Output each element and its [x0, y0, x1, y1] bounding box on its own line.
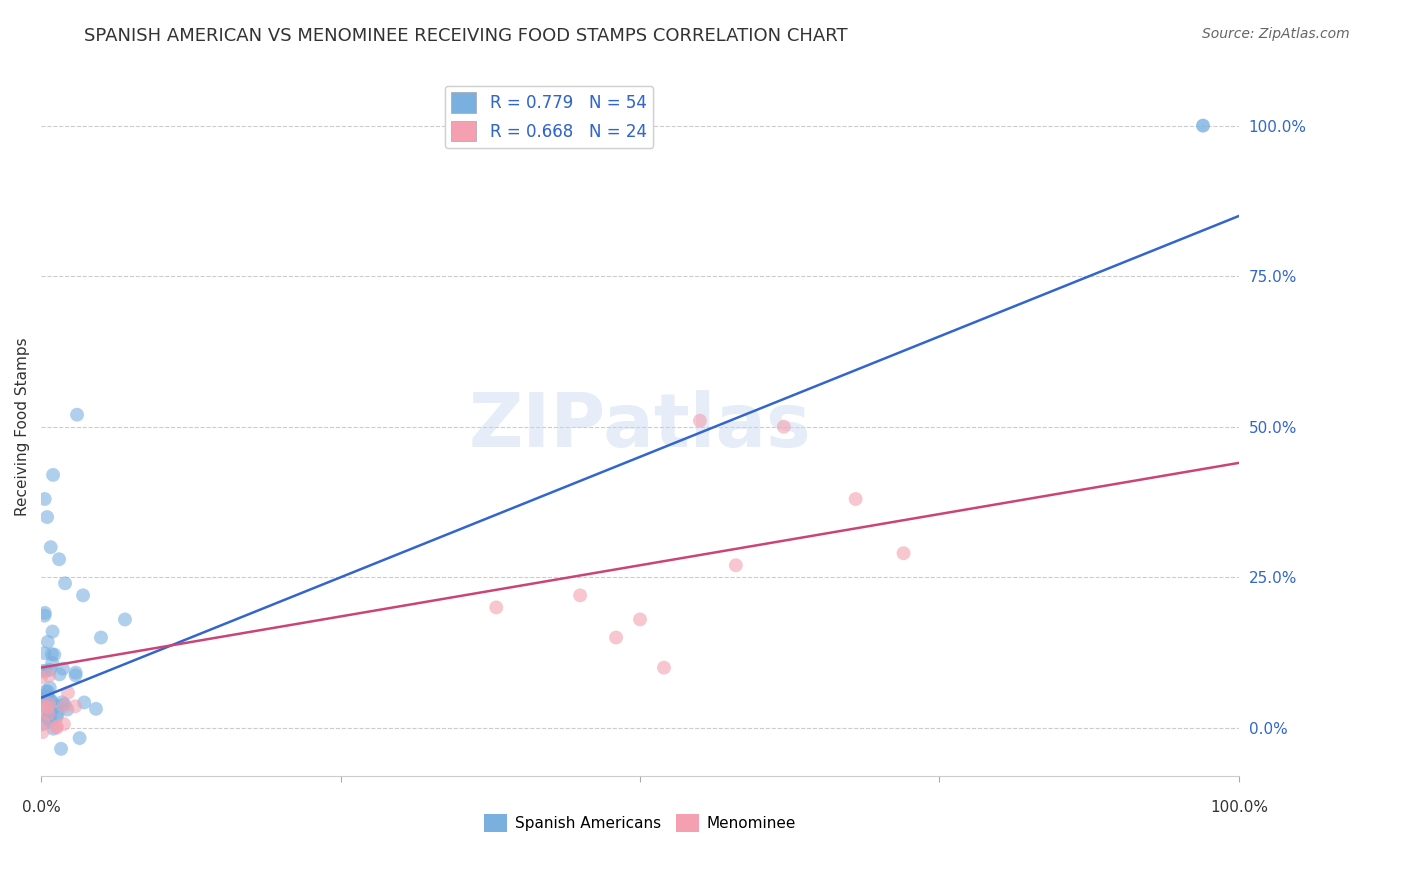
Point — [34, 688, 56, 702]
Point — [37, 702, 59, 716]
Point — [42, 722, 65, 736]
Point — [49, 742, 72, 756]
Point — [37, 700, 59, 714]
Point — [37, 712, 59, 726]
Point — [45, 719, 67, 733]
Point — [32, 715, 55, 730]
Point — [605, 631, 627, 645]
Point — [69, 731, 91, 745]
Point — [72, 588, 94, 602]
Point — [41, 656, 63, 670]
Point — [45, 710, 67, 724]
Point — [56, 686, 79, 700]
Point — [34, 491, 56, 506]
Point — [845, 491, 868, 506]
Point — [30, 698, 52, 713]
Y-axis label: Receiving Food Stamps: Receiving Food Stamps — [15, 337, 30, 516]
Point — [31, 725, 53, 739]
Point — [39, 693, 62, 707]
Point — [48, 667, 70, 681]
Point — [35, 691, 58, 706]
Point — [38, 697, 60, 711]
Point — [772, 419, 794, 434]
Point — [37, 684, 59, 698]
Point — [41, 624, 63, 639]
Point — [628, 612, 651, 626]
Point — [39, 540, 62, 554]
Point — [38, 706, 60, 721]
Point — [31, 692, 53, 706]
Point — [35, 510, 58, 524]
Point — [73, 696, 96, 710]
Point — [32, 691, 55, 706]
Point — [114, 612, 136, 626]
Point — [53, 699, 76, 714]
Point — [38, 668, 60, 682]
Point — [30, 670, 52, 684]
Point — [39, 708, 62, 723]
Point — [31, 717, 53, 731]
Point — [893, 546, 915, 560]
Point — [35, 684, 58, 698]
Point — [65, 668, 87, 682]
Point — [38, 705, 60, 719]
Point — [63, 699, 86, 714]
Text: 100.0%: 100.0% — [1211, 800, 1268, 815]
Point — [53, 576, 76, 591]
Point — [689, 414, 711, 428]
Point — [39, 694, 62, 708]
Point — [56, 702, 79, 716]
Text: Source: ZipAtlas.com: Source: ZipAtlas.com — [1202, 27, 1350, 41]
Point — [724, 558, 747, 573]
Point — [35, 664, 58, 678]
Point — [42, 467, 65, 482]
Point — [38, 681, 60, 695]
Point — [66, 408, 89, 422]
Point — [84, 702, 107, 716]
Point — [41, 647, 63, 661]
Point — [51, 695, 73, 709]
Point — [65, 665, 87, 680]
Point — [37, 690, 59, 704]
Point — [569, 588, 592, 602]
Point — [52, 717, 75, 731]
Legend: R = 0.779   N = 54, R = 0.668   N = 24: R = 0.779 N = 54, R = 0.668 N = 24 — [444, 86, 654, 148]
Point — [46, 706, 69, 721]
Point — [53, 698, 76, 712]
Text: 0.0%: 0.0% — [21, 800, 60, 815]
Point — [652, 660, 675, 674]
Point — [45, 721, 67, 735]
Point — [39, 705, 62, 719]
Point — [44, 648, 66, 662]
Point — [48, 552, 70, 566]
Point — [34, 646, 56, 660]
Point — [90, 631, 112, 645]
Point — [34, 606, 56, 620]
Point — [30, 708, 52, 723]
Text: SPANISH AMERICAN VS MENOMINEE RECEIVING FOOD STAMPS CORRELATION CHART: SPANISH AMERICAN VS MENOMINEE RECEIVING … — [84, 27, 848, 45]
Text: ZIPatlas: ZIPatlas — [468, 390, 811, 463]
Point — [52, 662, 75, 676]
Point — [485, 600, 508, 615]
Point — [46, 698, 69, 713]
Point — [38, 663, 60, 677]
Point — [37, 635, 59, 649]
Point — [31, 664, 53, 678]
Point — [34, 608, 56, 623]
Point — [39, 714, 62, 728]
Point — [1192, 119, 1215, 133]
